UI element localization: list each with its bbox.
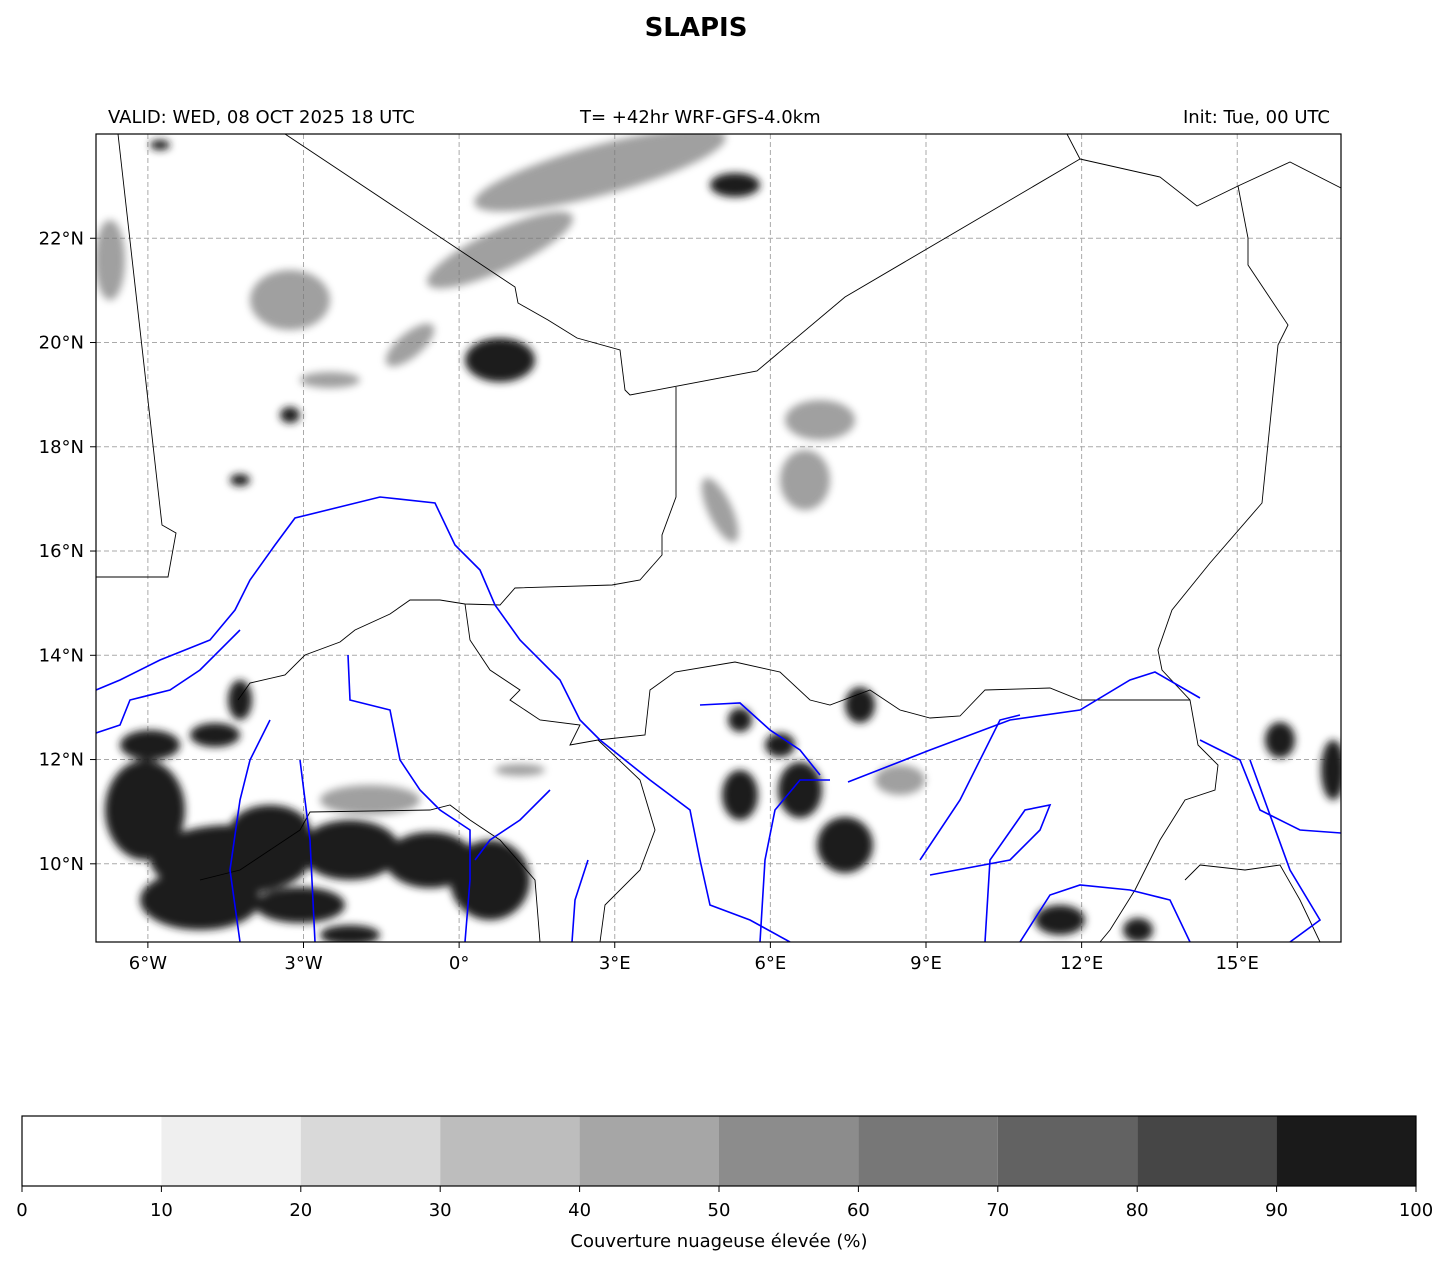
river (299, 759, 316, 942)
river (96, 629, 241, 734)
map-layers (96, 134, 1341, 942)
river (1249, 759, 1322, 942)
river (699, 702, 821, 776)
x-tick-label: 3°W (284, 953, 322, 974)
x-tick-label: 15°E (1216, 953, 1259, 974)
country-border (464, 603, 1190, 746)
colorbar (22, 1116, 1416, 1186)
y-tick-label: 12°N (39, 750, 84, 771)
country-border (237, 387, 677, 701)
colorbar-tick-label: 100 (1399, 1200, 1433, 1221)
river (229, 719, 271, 942)
y-tick-label: 16°N (39, 541, 84, 562)
river (929, 803, 1052, 942)
colorbar-bin (1276, 1116, 1416, 1186)
colorbar-tick-label: 60 (847, 1200, 870, 1221)
colorbar-tick-label: 80 (1126, 1200, 1149, 1221)
subtitle-center: T= +42hr WRF-GFS-4.0km (579, 107, 821, 128)
colorbar-tick-label: 70 (986, 1200, 1009, 1221)
cloud-field (105, 140, 1341, 942)
river (847, 671, 1201, 783)
colorbar-bin (858, 1116, 998, 1186)
colorbar-tick-label: 40 (568, 1200, 591, 1221)
colorbar-tick-label: 30 (429, 1200, 452, 1221)
river (759, 779, 830, 942)
y-tick-label: 20°N (39, 333, 84, 354)
river (919, 714, 1021, 861)
colorbar-bin (1137, 1116, 1277, 1186)
colorbar-tick-label: 50 (708, 1200, 731, 1221)
x-tick-label: 12°E (1060, 953, 1103, 974)
country-border (1079, 158, 1341, 207)
grid (96, 134, 1341, 942)
x-tick-label: 9°E (910, 953, 942, 974)
subtitle-right: Init: Tue, 00 UTC (1183, 107, 1330, 128)
river (1199, 739, 1341, 834)
river (96, 496, 791, 942)
y-tick-label: 22°N (39, 228, 84, 249)
y-tick-label: 14°N (39, 645, 84, 666)
colorbar-label: Couverture nuageuse élevée (%) (570, 1231, 867, 1252)
colorbar-tick-label: 0 (16, 1200, 27, 1221)
country-border (284, 134, 1081, 396)
river (347, 654, 471, 942)
country-border (96, 134, 177, 578)
colorbar-tick-label: 20 (289, 1200, 312, 1221)
colorbar-bin (719, 1116, 859, 1186)
x-tick-label: 6°W (129, 953, 167, 974)
river (474, 789, 551, 861)
x-tick-label: 3°E (599, 953, 631, 974)
x-tick-label: 0° (449, 953, 469, 974)
country-border (199, 804, 541, 942)
y-tick-label: 10°N (39, 854, 84, 875)
colorbar-bin (579, 1116, 719, 1186)
country-border (1184, 864, 1321, 942)
x-tick-label: 6°E (754, 953, 786, 974)
river (1019, 884, 1191, 942)
y-tick-label: 18°N (39, 437, 84, 458)
map-frame (95, 133, 1342, 943)
title: SLAPIS (645, 13, 748, 43)
cloud-haze (96, 134, 925, 815)
river (571, 859, 589, 942)
country-border (1099, 185, 1289, 942)
colorbar-tick-label: 90 (1265, 1200, 1288, 1221)
colorbar-bin (997, 1116, 1138, 1186)
subtitle-left: VALID: WED, 08 OCT 2025 18 UTC (108, 107, 415, 128)
colorbar-tick-label: 10 (150, 1200, 173, 1221)
colorbar-bin (161, 1116, 301, 1186)
colorbar-bin (300, 1116, 441, 1186)
colorbar-bin (440, 1116, 580, 1186)
colorbar-bin (22, 1116, 162, 1186)
country-border (597, 739, 656, 942)
